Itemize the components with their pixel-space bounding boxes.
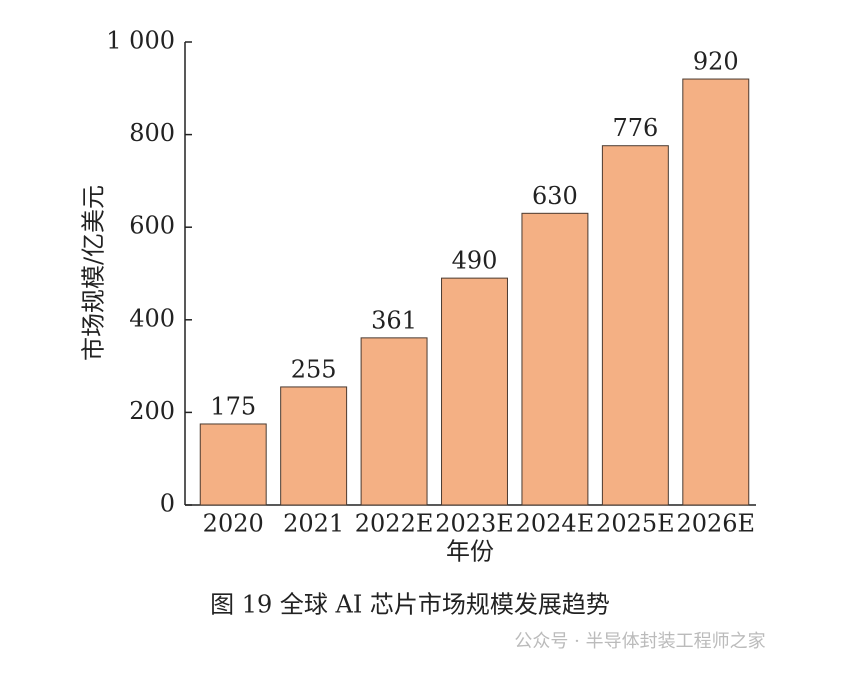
x-tick-label: 2024E	[516, 510, 595, 538]
bar	[280, 386, 348, 506]
y-tick-label: 0	[160, 490, 175, 518]
bar	[682, 78, 750, 506]
bar	[601, 145, 669, 506]
x-tick-label: 2023E	[435, 510, 514, 538]
x-axis-title: 年份	[446, 538, 494, 566]
bar	[441, 277, 508, 506]
value-label: 490	[452, 247, 498, 275]
y-tick-label: 600	[129, 212, 175, 240]
bar	[521, 212, 589, 506]
x-tick-label: 2026E	[676, 510, 755, 538]
caption: 图 19 全球 AI 芯片市场规模发展趋势	[210, 591, 610, 619]
value-label: 361	[371, 306, 417, 334]
y-axis-title: 市场规模/亿美元	[80, 185, 108, 361]
y-tick-label: 200	[129, 397, 175, 425]
x-tick-label: 2021	[283, 510, 344, 538]
x-tick-label: 2025E	[596, 510, 675, 538]
x-tick-label: 2022E	[355, 510, 434, 538]
value-label: 920	[693, 48, 739, 76]
value-label: 630	[532, 182, 578, 210]
x-tick-label: 2020	[203, 510, 264, 538]
value-label: 175	[210, 392, 256, 420]
y-tick-label: 800	[129, 119, 175, 147]
value-label: 255	[291, 355, 337, 383]
y-tick-label: 1 000	[106, 27, 175, 55]
watermark: 公众号 · 半导体封装工程师之家	[514, 631, 765, 652]
bar	[360, 337, 428, 506]
value-label: 776	[612, 114, 658, 142]
bar	[199, 423, 267, 506]
y-tick-label: 400	[129, 304, 175, 332]
